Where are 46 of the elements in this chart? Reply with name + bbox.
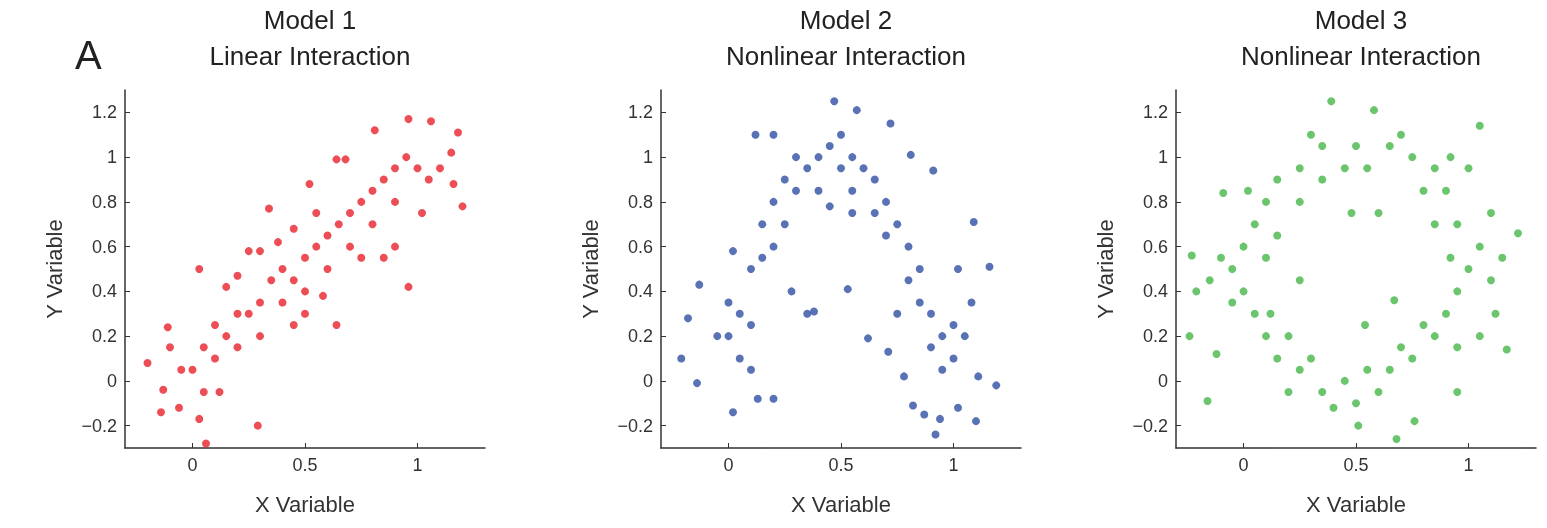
x-tick-label: 0: [187, 455, 198, 475]
y-tick-label: 0.2: [91, 326, 117, 347]
x-axis-title: X Variable: [790, 491, 891, 517]
x-tick-label: 1: [412, 455, 423, 475]
y-tick-label: 0: [1158, 370, 1169, 391]
y-axis-title: Y Variable: [1092, 219, 1118, 319]
x-tick-label: 0.5: [1343, 455, 1369, 475]
y-tick-label: 0.8: [627, 191, 653, 212]
y-tick-label: −0.2: [1132, 415, 1169, 436]
y-tick-label: −0.2: [81, 415, 117, 436]
y-tick-label: −0.2: [617, 415, 653, 436]
y-tick-label: 0.2: [627, 326, 653, 347]
y-tick-label: 0.6: [91, 236, 117, 257]
y-tick-label: 1.2: [91, 102, 117, 123]
x-axis-title: X Variable: [1306, 491, 1407, 517]
chart-title: Model 1: [263, 5, 357, 35]
x-tick-label: 1: [1463, 455, 1474, 475]
y-tick-label: 0.4: [1143, 281, 1169, 302]
y-tick-label: 1: [642, 147, 653, 168]
y-tick-label: 0.4: [91, 281, 117, 302]
x-tick-label: 0.5: [292, 455, 318, 475]
chart-title: Model 2: [799, 5, 892, 35]
y-tick-label: 1: [1158, 147, 1169, 168]
y-tick-label: 1.2: [1143, 102, 1169, 123]
y-tick-label: 0.6: [1143, 236, 1169, 257]
chart-subtitle: Nonlinear Interaction: [1241, 41, 1482, 71]
text: A: [75, 33, 102, 77]
y-tick-label: 0.6: [627, 236, 653, 257]
y-tick-label: 1: [106, 147, 117, 168]
chart-title: Model 3: [1315, 5, 1408, 35]
y-tick-label: 0: [642, 370, 653, 391]
x-tick-label: 0: [723, 455, 734, 475]
y-tick-label: 0.8: [1143, 191, 1169, 212]
y-tick-label: 0.8: [91, 191, 117, 212]
x-axis-title: X Variable: [255, 491, 355, 517]
y-tick-label: 0: [106, 370, 117, 391]
x-tick-label: 0.5: [828, 455, 854, 475]
y-tick-label: 1.2: [627, 102, 653, 123]
x-tick-label: 1: [948, 455, 959, 475]
y-axis-title: Y Variable: [577, 219, 603, 319]
y-tick-label: 0.2: [1143, 326, 1169, 347]
y-axis-title: Y Variable: [41, 219, 67, 319]
chart-subtitle: Linear Interaction: [209, 41, 411, 71]
y-tick-label: 0.4: [627, 281, 653, 302]
x-tick-label: 0: [1238, 455, 1249, 475]
chart-subtitle: Nonlinear Interaction: [725, 41, 966, 71]
